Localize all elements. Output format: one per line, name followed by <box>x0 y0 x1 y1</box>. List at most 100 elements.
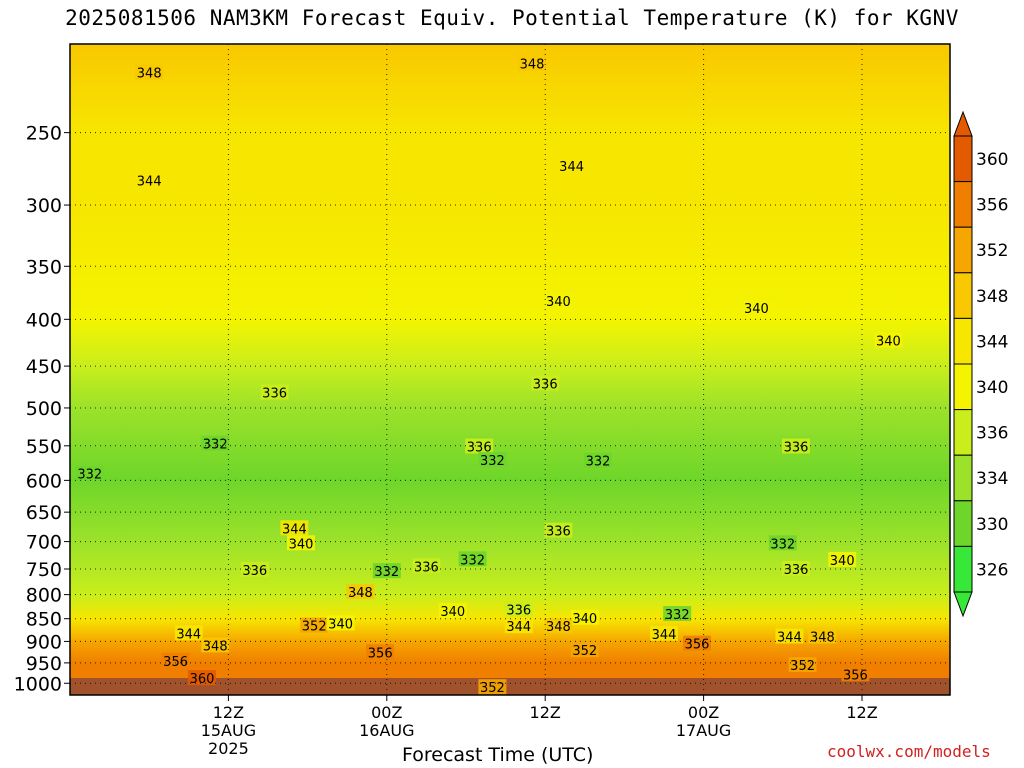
contour-label: 352 <box>572 644 597 659</box>
contour-label-bg <box>768 535 797 551</box>
contour-label-bg <box>663 606 692 622</box>
contour-label-bg <box>874 332 903 348</box>
colorbar-label: 326 <box>976 560 1008 580</box>
colorbar-segment <box>953 363 973 411</box>
contour-label-bg <box>570 642 599 658</box>
y-tick-label: 300 <box>26 195 62 217</box>
x-tick-label: 15AUG <box>201 721 256 740</box>
contour-label: 340 <box>546 295 571 310</box>
contour-label-bg <box>260 384 289 400</box>
contour-label-bg <box>841 666 870 682</box>
x-tick-label: 16AUG <box>359 721 414 740</box>
contour-label: 332 <box>665 608 690 623</box>
contour-label: 340 <box>328 617 353 632</box>
contour-label-bg <box>201 435 230 451</box>
colorbar-label: 356 <box>976 196 1008 216</box>
y-tick-label: 400 <box>26 309 62 331</box>
y-tick-label: 450 <box>26 356 62 378</box>
y-tick-label: 950 <box>26 653 62 675</box>
contour-label-bg <box>287 535 315 551</box>
contour-label: 340 <box>830 554 855 569</box>
contour-label: 348 <box>203 639 228 654</box>
colorbar-segment <box>953 226 973 274</box>
contour-label: 332 <box>480 454 505 469</box>
colorbar-label: 360 <box>976 150 1008 170</box>
colorbar-segment <box>953 181 973 228</box>
contour-label-bg <box>544 522 573 538</box>
plot-area <box>70 44 950 695</box>
contour-label: 356 <box>163 655 188 670</box>
y-axis: 2503003504004505005506006507007508008509… <box>14 123 70 695</box>
contour-label-bg <box>161 652 190 668</box>
colorbar-segment <box>953 272 973 319</box>
y-tick-label: 750 <box>26 559 62 581</box>
colorbar-arrow-bottom <box>953 591 973 618</box>
contour-label-bg <box>135 64 164 80</box>
y-tick-label: 900 <box>26 631 62 653</box>
contour-label-bg <box>544 293 573 309</box>
contour-label: 344 <box>506 620 531 635</box>
theta-e-field <box>70 44 950 695</box>
contour-label-bg <box>458 551 487 567</box>
contour-label: 332 <box>77 468 102 483</box>
contour-label: 348 <box>348 586 373 601</box>
contour-label-bg <box>782 560 810 576</box>
colorbar-segment <box>953 545 973 593</box>
contour-label: 344 <box>652 628 677 643</box>
colorbar-segment <box>953 135 973 183</box>
colorbar-label: 344 <box>976 332 1008 352</box>
x-tick-label: 2025 <box>208 739 249 758</box>
contour-label: 332 <box>203 438 228 453</box>
contour-label-bg <box>201 637 230 653</box>
contour-label: 352 <box>480 681 505 696</box>
y-tick-label: 1000 <box>14 673 62 695</box>
colorbar-label: 352 <box>976 241 1008 261</box>
contour-label-bg <box>808 628 837 644</box>
contour-label: 344 <box>176 627 201 642</box>
contour-label: 336 <box>784 441 809 456</box>
contour-label-bg <box>570 609 599 625</box>
contour-label: 332 <box>460 553 485 568</box>
contour-label-bg <box>366 644 395 660</box>
x-tick-label: 17AUG <box>676 721 731 740</box>
contour-label: 340 <box>572 612 597 627</box>
contour-label-bg <box>465 438 494 454</box>
contour-label-bg <box>504 601 533 617</box>
contour-label-bg <box>557 158 586 174</box>
contour-label-bg <box>518 55 546 71</box>
contour-label-bg <box>135 172 164 188</box>
colorbar-label: 340 <box>976 378 1008 398</box>
contour-label: 356 <box>843 668 868 683</box>
contour-label: 332 <box>586 455 611 470</box>
colorbar-label: 334 <box>976 469 1008 489</box>
contour-label-bg <box>782 438 810 454</box>
colorbar-segment <box>953 454 973 502</box>
contour-label-bg <box>346 584 375 600</box>
contour-label: 340 <box>440 605 465 620</box>
contour-label-bg <box>240 562 269 578</box>
contour-label: 348 <box>520 57 545 72</box>
contour-label: 336 <box>242 564 267 579</box>
contour-label: 344 <box>282 522 307 537</box>
contour-label-bg <box>75 465 104 481</box>
y-tick-label: 700 <box>26 532 62 554</box>
colorbar-label: 348 <box>976 287 1008 307</box>
contour-label-bg <box>775 628 804 644</box>
contour-label: 332 <box>770 537 795 552</box>
y-tick-label: 800 <box>26 585 62 607</box>
contour-label: 336 <box>262 387 287 402</box>
contour-label-bg <box>531 375 560 391</box>
y-tick-label: 550 <box>26 436 62 458</box>
contour-label: 356 <box>685 638 710 653</box>
contour-label: 336 <box>784 563 809 578</box>
contour-label: 340 <box>876 335 901 350</box>
credit-link[interactable]: coolwx.com/models <box>827 742 991 761</box>
contour-label: 344 <box>559 160 584 175</box>
x-tick-label: 12Z <box>213 703 244 722</box>
contour-label-bg <box>650 625 678 641</box>
colorbar: 360 356 352 348 344 340 336 334 330 326 <box>953 110 1008 618</box>
y-tick-label: 600 <box>26 470 62 492</box>
contour-label-bg <box>788 656 817 672</box>
